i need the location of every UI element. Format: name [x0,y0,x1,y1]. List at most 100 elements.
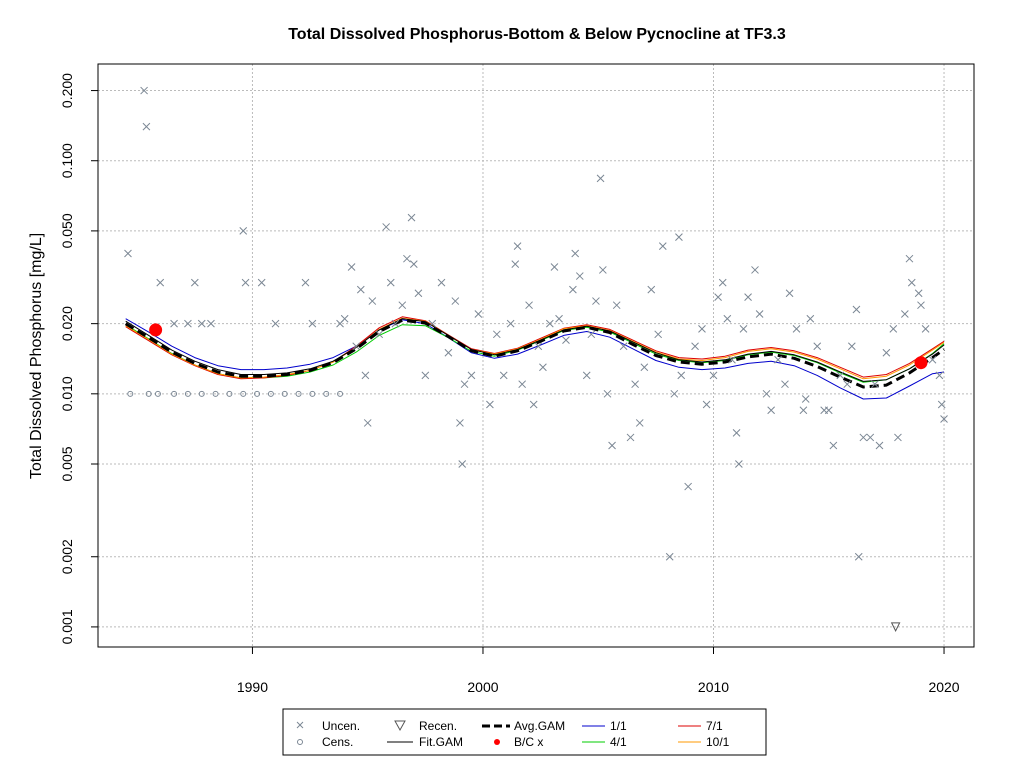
uncensored-point [774,355,782,364]
x-mark [882,348,891,357]
legend-label-10-1: 10/1 [706,735,730,749]
bc-point [149,323,163,337]
x-mark [647,285,656,294]
uncensored-point [739,324,748,333]
x-mark [598,266,607,274]
uncensored-point [492,330,501,339]
x-mark [518,380,527,389]
x-mark [665,552,674,561]
uncensored-point [197,319,206,328]
censored-point [212,390,219,397]
uncensored-point [271,319,280,328]
x-mark [529,400,538,409]
x-mark [592,297,600,305]
x-mark [257,278,266,287]
uncensored-point [859,433,868,442]
uncensored-point [363,419,372,427]
x-mark [677,371,686,380]
x-mark [631,380,639,389]
uncensored-point [140,86,148,95]
x-mark [368,297,377,305]
censored-point [184,390,191,397]
legend-item-bc: B/C x [494,735,543,749]
uncensored-point [847,342,856,351]
bc-point [914,356,928,370]
x-tick-label: 1990 [237,679,268,695]
x-mark [732,429,741,437]
uncensored-point [635,419,644,427]
uncensored-point [626,433,635,442]
x-mark [654,330,663,339]
chart-title: Total Dissolved Phosphorus-Bottom & Belo… [288,26,786,43]
uncensored-point [534,342,543,351]
legend-label-bc: B/C x [514,735,543,749]
censored-point [240,390,247,397]
x-mark [917,301,925,310]
x-mark [928,355,937,364]
uncensored-point [612,301,621,310]
x-mark [140,86,148,95]
uncensored-point [836,371,845,380]
censored-point [267,390,274,397]
legend-item-avggam: Avg.GAM [482,719,565,733]
uncensored-point [386,278,395,287]
censored-point [198,390,205,397]
x-mark [550,263,559,271]
x-mark [670,389,679,398]
uncensored-point [917,301,925,310]
x-mark [608,441,616,450]
censored-point [281,390,288,397]
x-mark [409,260,418,269]
uncensored-point [852,305,861,314]
x-mark [562,336,570,344]
x-mark [702,400,711,409]
uncensored-point [545,319,554,328]
x-mark [451,297,460,305]
x-mark [900,310,909,318]
points-layer [124,86,948,633]
x-mark [596,174,605,183]
uncensored-point [781,380,789,389]
x-mark [806,314,815,323]
uncensored-point [184,319,192,328]
y-tick-label: 0.020 [59,306,75,341]
uncensored-point [935,371,944,380]
uncensored-point [529,400,538,409]
uncensored-point [675,233,683,242]
y-tick-label: 0.050 [59,213,75,248]
uncensored-point [665,552,674,561]
x-mark [875,441,884,450]
uncensored-point [735,460,743,468]
x-mark [684,482,693,491]
uncensored-point [907,278,916,287]
censored-point [254,390,261,397]
uncensored-point [714,293,722,301]
x-mark [728,355,736,364]
legend-item-4-1: 4/1 [582,735,627,749]
x-mark [340,314,349,323]
uncensored-point [843,380,852,389]
legend-label-4-1: 4/1 [610,735,627,749]
uncensored-point [241,278,250,287]
x-mark [813,342,822,351]
x-mark [467,371,476,380]
uncensored-point [875,441,884,450]
legend: Uncen. Cens. Recen. Fit.GAM Avg.GAM B/C … [282,708,767,756]
uncensored-point [684,482,693,491]
x-mark [156,278,165,287]
x-mark [709,371,718,380]
uncensored-point [142,122,151,131]
uncensored-point [511,260,520,269]
x-mark [474,310,483,318]
series-line-avg-gam [124,318,945,389]
x-mark [347,263,356,271]
uncensored-point [799,406,808,415]
uncensored-point [352,342,361,351]
uncensored-point [813,342,822,351]
uncensored-point [555,314,563,323]
x-mark [799,406,808,415]
legend-item-fitgam: Fit.GAM [387,735,463,749]
uncensored-point [409,260,418,269]
uncensored-point [921,324,930,333]
triangle-down-icon [394,720,406,732]
